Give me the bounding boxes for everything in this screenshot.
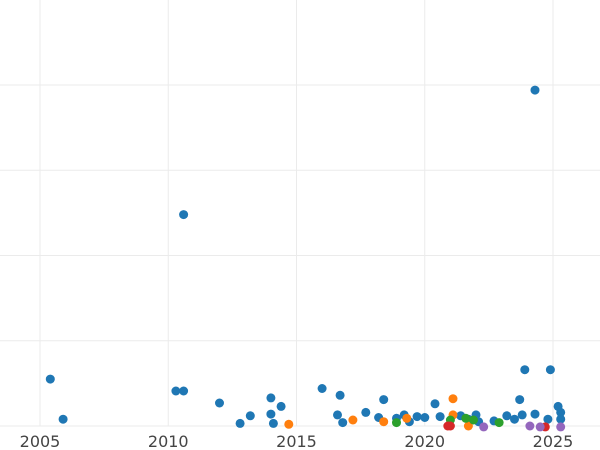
data-point [445,421,455,431]
data-point [525,421,535,431]
data-point [543,414,553,424]
data-point [317,384,327,393]
x-tick-label: 2010 [148,432,189,450]
grid [0,0,600,427]
data-points [45,85,566,432]
data-point [530,85,540,95]
data-point [556,422,566,432]
data-point [266,393,276,403]
data-point [530,409,540,419]
x-tick-label: 2005 [20,432,61,450]
data-point [379,417,389,427]
data-point [379,395,389,405]
data-point [333,410,342,420]
data-point [520,365,530,375]
data-point [171,386,181,396]
data-point [348,415,358,425]
data-point [284,419,294,429]
data-point [420,413,430,422]
data-point [515,395,525,405]
data-point [412,412,422,422]
data-point [469,415,478,425]
data-point [510,414,519,424]
x-tick-label: 2015 [276,432,317,450]
data-point [435,412,445,422]
data-point [45,374,55,384]
data-point [535,422,545,432]
data-point [266,409,276,419]
data-point [179,210,189,220]
data-point [179,386,189,396]
x-tick-label: 2025 [533,432,574,450]
data-point [430,399,440,409]
data-point [402,413,412,423]
data-point [517,410,527,420]
data-point [556,414,566,424]
data-point [215,398,224,408]
x-tick-label: 2020 [404,432,445,450]
data-point [463,421,473,431]
data-point [545,365,555,375]
data-point [361,407,371,417]
data-point [392,418,401,428]
data-point [556,407,566,417]
x-axis-ticks: 2005 2010 2015 2020 2025 [20,432,574,450]
data-point [479,422,489,432]
data-point [461,413,471,423]
data-point [502,411,512,421]
data-point [494,418,504,428]
data-point [276,401,286,411]
data-point [448,394,458,404]
data-point [268,418,278,428]
data-point [335,390,345,400]
data-point [58,414,68,424]
data-point [245,411,255,421]
data-point [338,418,348,428]
data-point [235,418,245,428]
